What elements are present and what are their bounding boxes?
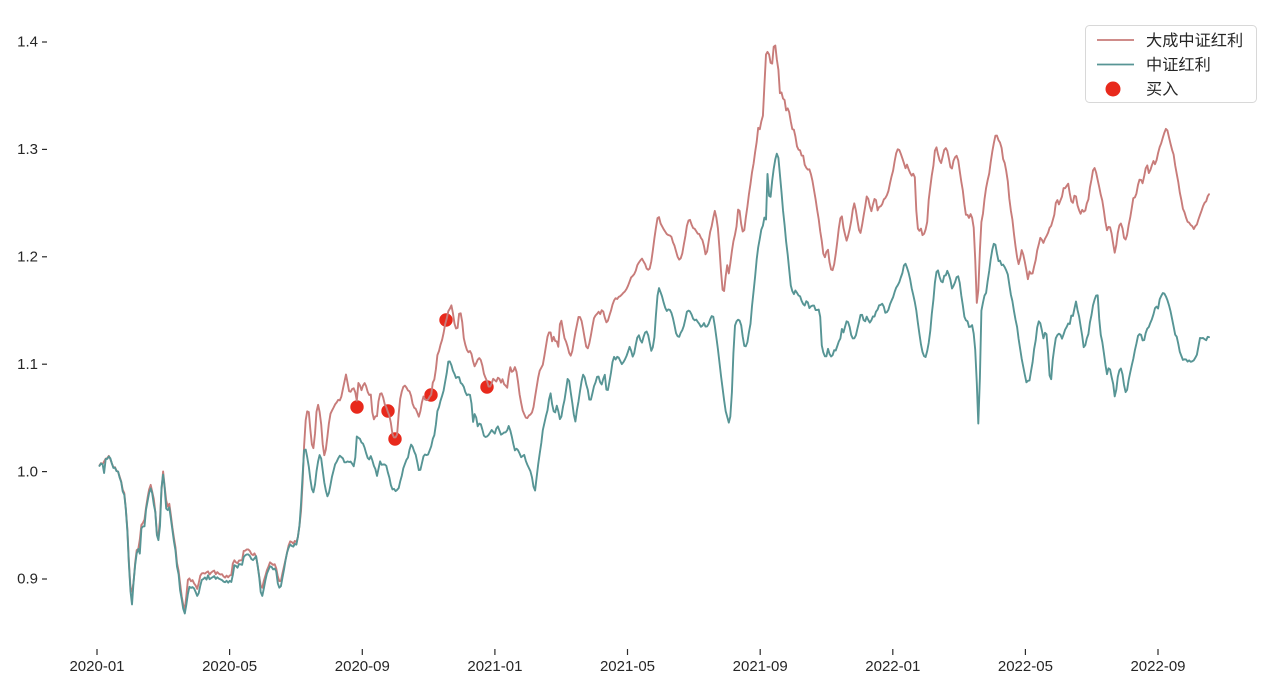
svg-text:1.2: 1.2 bbox=[17, 249, 38, 266]
svg-text:2020-05: 2020-05 bbox=[202, 658, 257, 675]
svg-text:1.4: 1.4 bbox=[17, 34, 38, 51]
svg-text:2020-01: 2020-01 bbox=[69, 658, 124, 675]
svg-text:1.1: 1.1 bbox=[17, 356, 38, 373]
svg-text:2022-05: 2022-05 bbox=[998, 658, 1053, 675]
svg-text:1.3: 1.3 bbox=[17, 141, 38, 158]
svg-text:0.9: 0.9 bbox=[17, 571, 38, 588]
svg-text:2022-01: 2022-01 bbox=[865, 658, 920, 675]
svg-text:2022-09: 2022-09 bbox=[1130, 658, 1185, 675]
svg-text:2021-01: 2021-01 bbox=[467, 658, 522, 675]
svg-text:2021-05: 2021-05 bbox=[600, 658, 655, 675]
svg-text:2021-09: 2021-09 bbox=[733, 658, 788, 675]
svg-text:1.0: 1.0 bbox=[17, 463, 38, 480]
svg-text:2020-09: 2020-09 bbox=[335, 658, 390, 675]
